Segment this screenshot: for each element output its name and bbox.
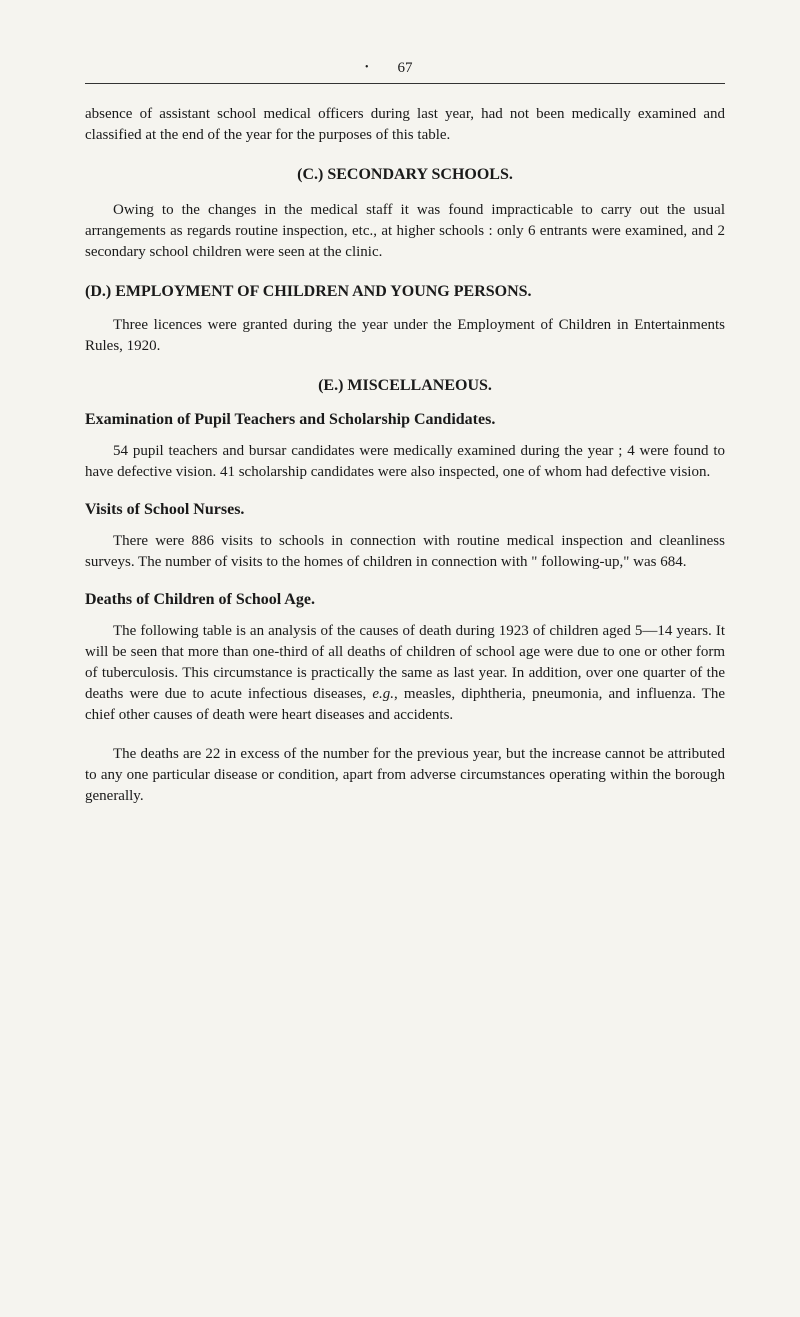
paragraph-visits: There were 886 visits to schools in conn… [85, 531, 725, 573]
horizontal-rule [85, 83, 725, 84]
page-number: 67 [85, 60, 725, 77]
subheading-deaths: Deaths of Children of School Age. [85, 591, 725, 609]
paragraph-deaths-1: The following table is an analysis of th… [85, 621, 725, 726]
subheading-examination: Examination of Pupil Teachers and Schola… [85, 411, 725, 429]
paragraph-intro: absence of assistant school medical offi… [85, 104, 725, 146]
document-page: 67 absence of assistant school medical o… [0, 0, 800, 885]
heading-employment: (D.) EMPLOYMENT OF CHILDREN AND YOUNG PE… [85, 283, 725, 301]
subheading-visits: Visits of School Nurses. [85, 501, 725, 519]
paragraph-employment: Three licences were granted during the y… [85, 315, 725, 357]
paragraph-secondary: Owing to the changes in the medical staf… [85, 200, 725, 263]
paragraph-deaths-2: The deaths are 22 in excess of the numbe… [85, 744, 725, 807]
deaths-text-eg: e.g. [372, 686, 394, 702]
paragraph-examination: 54 pupil teachers and bursar candidates … [85, 441, 725, 483]
heading-miscellaneous: (E.) MISCELLANEOUS. [85, 377, 725, 395]
heading-secondary-schools: (C.) SECONDARY SCHOOLS. [85, 166, 725, 184]
